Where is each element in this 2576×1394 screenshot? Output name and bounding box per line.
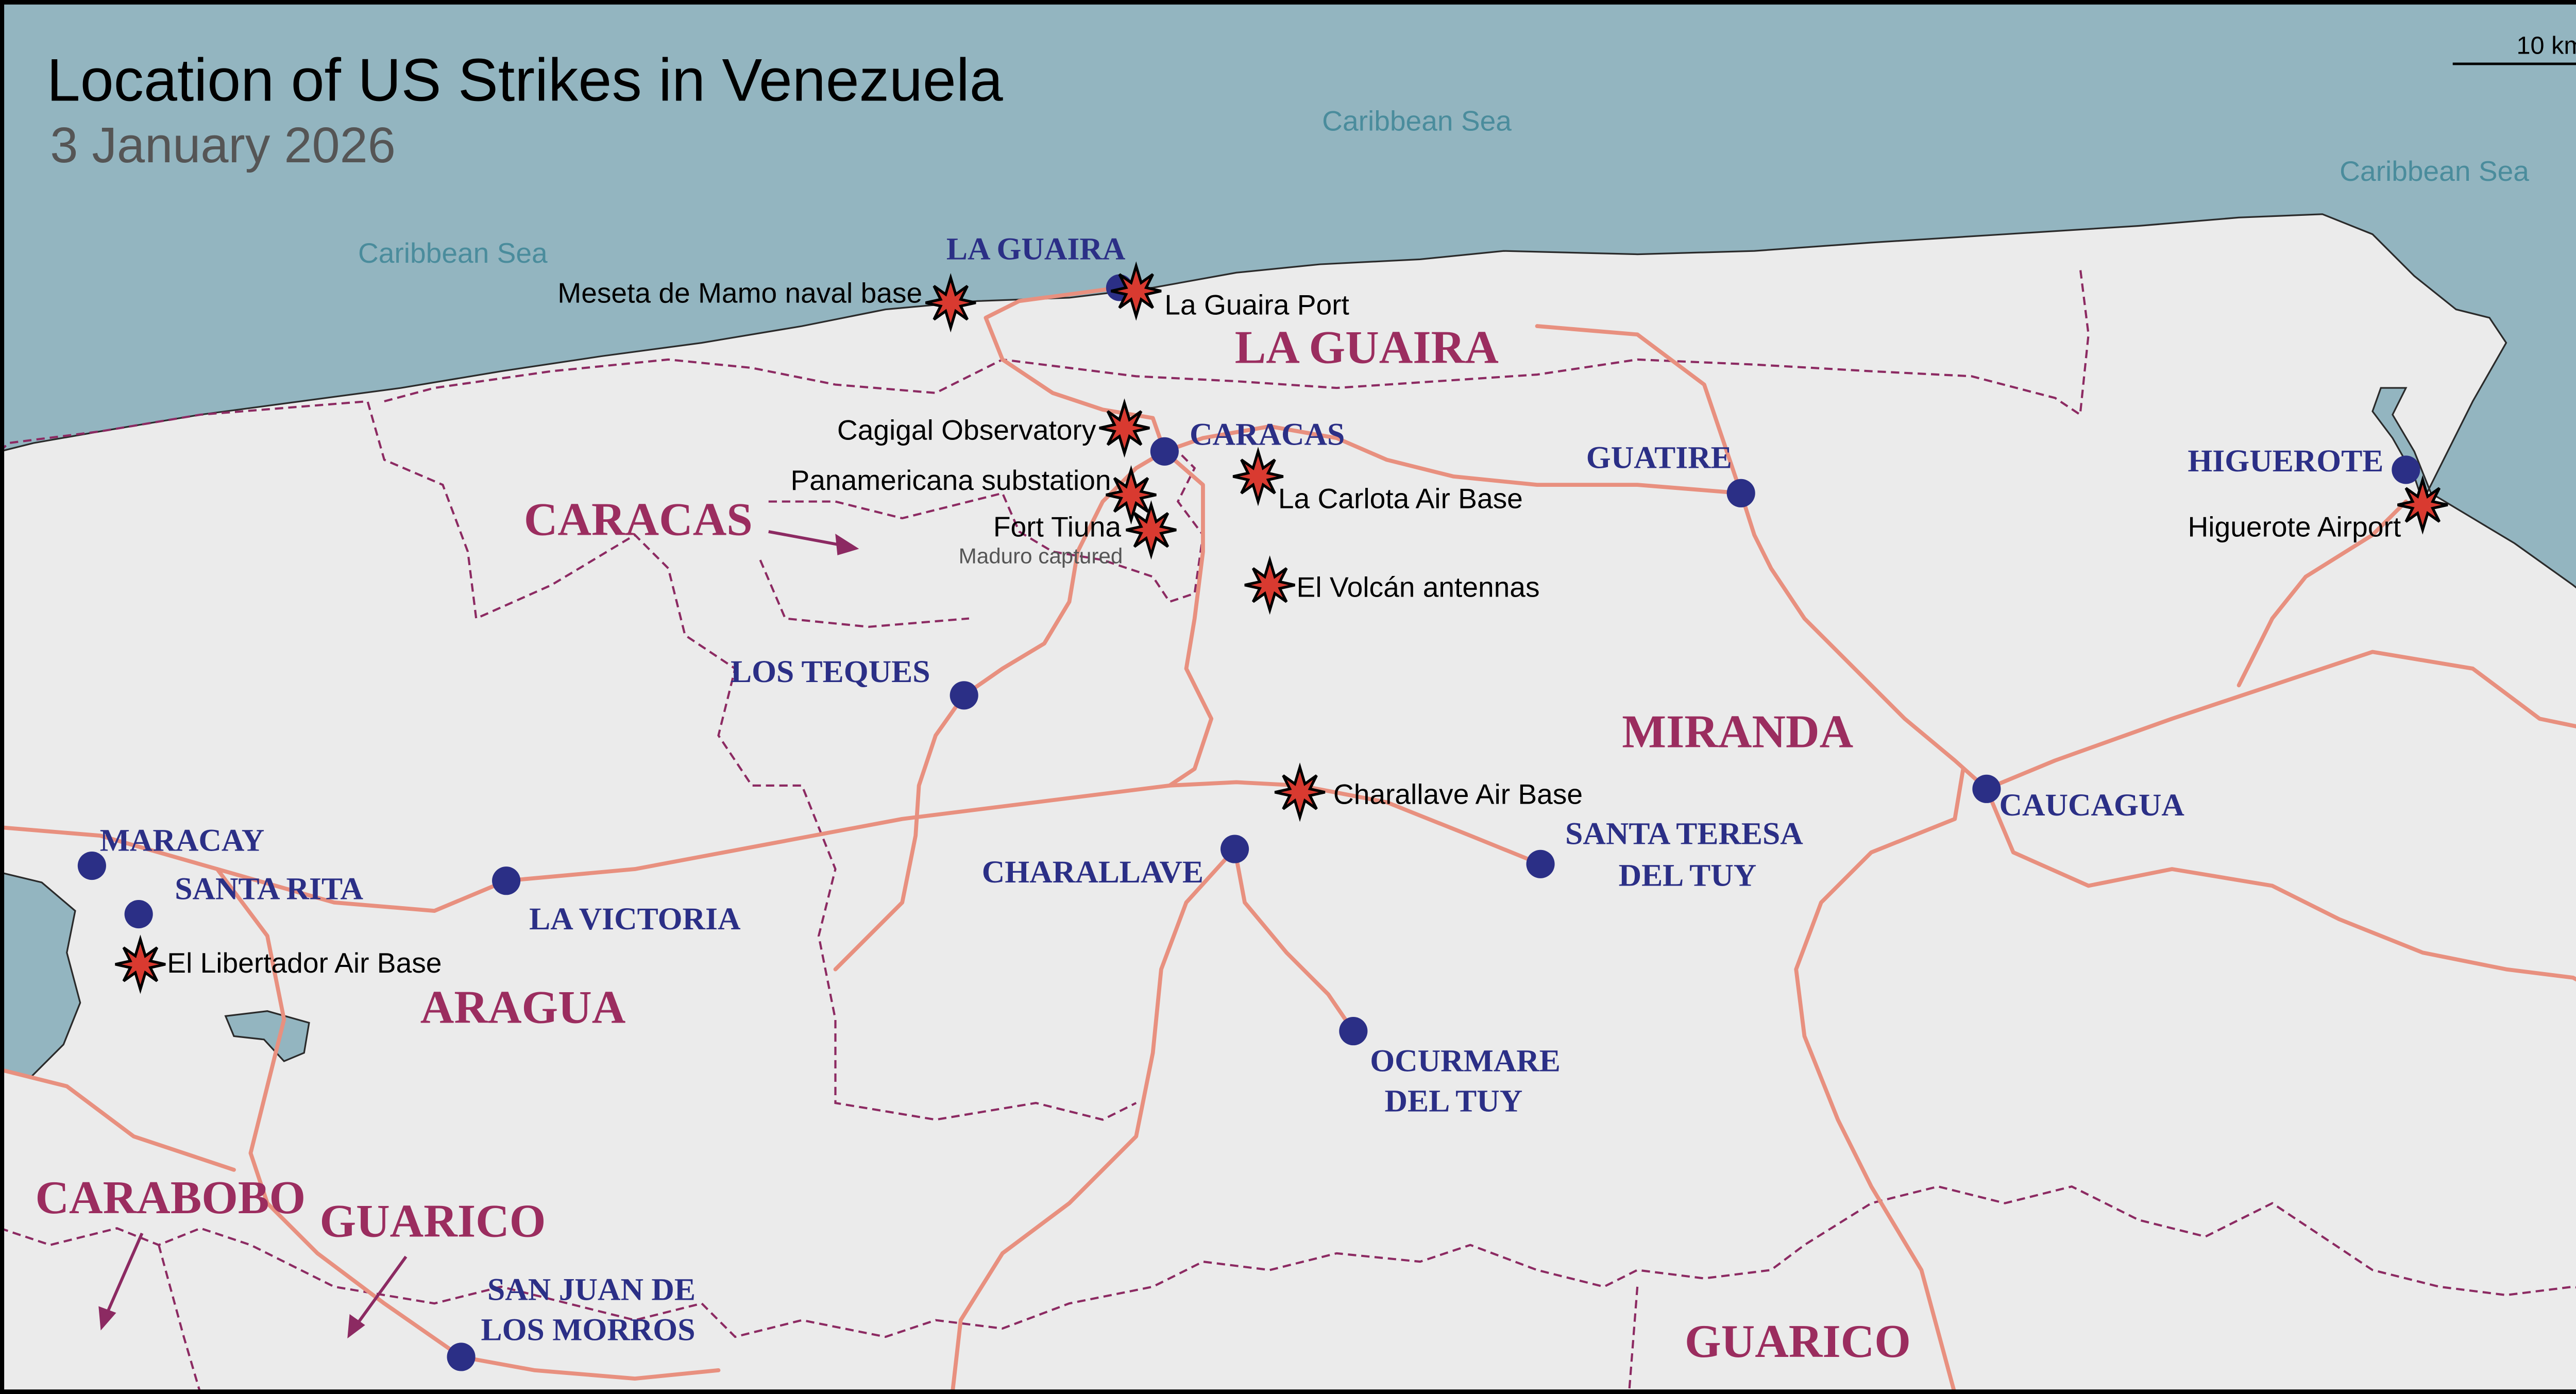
- city-dot-icon: [1526, 849, 1555, 878]
- city-label-higuerote: HIGUEROTE: [2188, 444, 2383, 479]
- state-label-carabobo: CARABOBO: [35, 1171, 306, 1223]
- city-dot-icon: [950, 681, 978, 710]
- strike-label-cagigal: Cagigal Observatory: [837, 414, 1096, 446]
- state-label-aragua: ARAGUA: [420, 981, 625, 1033]
- strike-label-la-carlota: La Carlota Air Base: [1278, 483, 1523, 515]
- strike-label-el-libertador: El Libertador Air Base: [167, 947, 442, 979]
- city-label-ocumare: OCURMARE: [1370, 1043, 1561, 1078]
- city-dot-icon: [492, 866, 521, 895]
- caribbean-sea: [0, 0, 2576, 589]
- strike-label-fort-tiuna: Fort Tiuna: [993, 511, 1122, 543]
- sea-label: Caribbean Sea: [358, 237, 548, 269]
- city-dot-icon: [124, 900, 153, 929]
- city-label-maracay: MARACAY: [100, 823, 264, 858]
- strike-label-la-guaira-port: La Guaira Port: [1164, 288, 1349, 320]
- city-dot-icon: [447, 1342, 476, 1371]
- city-label-los-teques: LOS TEQUES: [731, 654, 930, 689]
- arrow-icon: [105, 1232, 144, 1314]
- city-label-ocumare-line2: DEL TUY: [1385, 1083, 1523, 1118]
- state-label-guarico-south: GUARICO: [1685, 1315, 1911, 1367]
- state-label-miranda: MIRANDA: [1622, 705, 1853, 757]
- city-dot-icon: [77, 851, 106, 880]
- city-label-guatire: GUATIRE: [1586, 440, 1732, 475]
- arrow-icon: [356, 1255, 408, 1324]
- city-label-charallave: CHARALLAVE: [982, 855, 1204, 890]
- strike-label-higuerote: Higuerote Airport: [2188, 511, 2401, 543]
- city-label-caracas: CARACAS: [1190, 417, 1345, 452]
- city-label-santa-teresa-line2: DEL TUY: [1619, 858, 1757, 893]
- arrow-icon: [768, 530, 841, 547]
- state-label-guarico-west: GUARICO: [319, 1195, 546, 1247]
- state-label-caracas: CARACAS: [524, 493, 753, 545]
- sea-label: Caribbean Sea: [1322, 105, 1512, 137]
- scale-label: 10 km: [2516, 31, 2576, 59]
- city-label-san-juan: SAN JUAN DE: [487, 1272, 696, 1307]
- map-title: Location of US Strikes in Venezuela: [47, 46, 1003, 113]
- city-label-san-juan-line2: LOS MORROS: [481, 1313, 696, 1348]
- state-label-la-guaira: LA GUAIRA: [1235, 321, 1499, 373]
- city-dot-icon: [1339, 1017, 1368, 1046]
- city-dot-icon: [1150, 437, 1179, 466]
- city-label-la-victoria: LA VICTORIA: [529, 902, 741, 937]
- city-label-santa-rita: SANTA RITA: [175, 871, 363, 906]
- map-subtitle: 3 January 2026: [50, 117, 396, 173]
- strike-label-charallave: Charallave Air Base: [1333, 778, 1583, 810]
- strike-label-el-volcan: El Volcán antennas: [1297, 571, 1540, 603]
- city-dot-icon: [1221, 835, 1249, 863]
- city-dot-icon: [1726, 479, 1755, 507]
- strikes: Meseta de Mamo naval base La Guaira Port…: [115, 266, 2448, 989]
- city-dot-icon: [2392, 455, 2420, 484]
- small-lake: [224, 1010, 310, 1062]
- strike-label-panamericana: Panamericana substation: [791, 464, 1111, 496]
- city-label-la-guaira: LA GUAIRA: [946, 231, 1126, 266]
- city-dot-icon: [1972, 774, 2001, 803]
- city-label-santa-teresa: SANTA TERESA: [1565, 816, 1803, 851]
- state-pointer-arrows: [98, 530, 859, 1339]
- roads: [0, 285, 2576, 1394]
- cities: LA GUAIRA CARACAS GUATIRE HIGUEROTE LOS …: [77, 231, 2420, 1371]
- sea-label: Caribbean Sea: [2340, 155, 2529, 187]
- state-borders: [0, 267, 2576, 1394]
- strike-note-maduro-captured: Maduro captured: [959, 544, 1123, 568]
- city-label-caucagua: CAUCAGUA: [1999, 788, 2185, 823]
- strike-label-meseta-de-mamo: Meseta de Mamo naval base: [557, 277, 922, 309]
